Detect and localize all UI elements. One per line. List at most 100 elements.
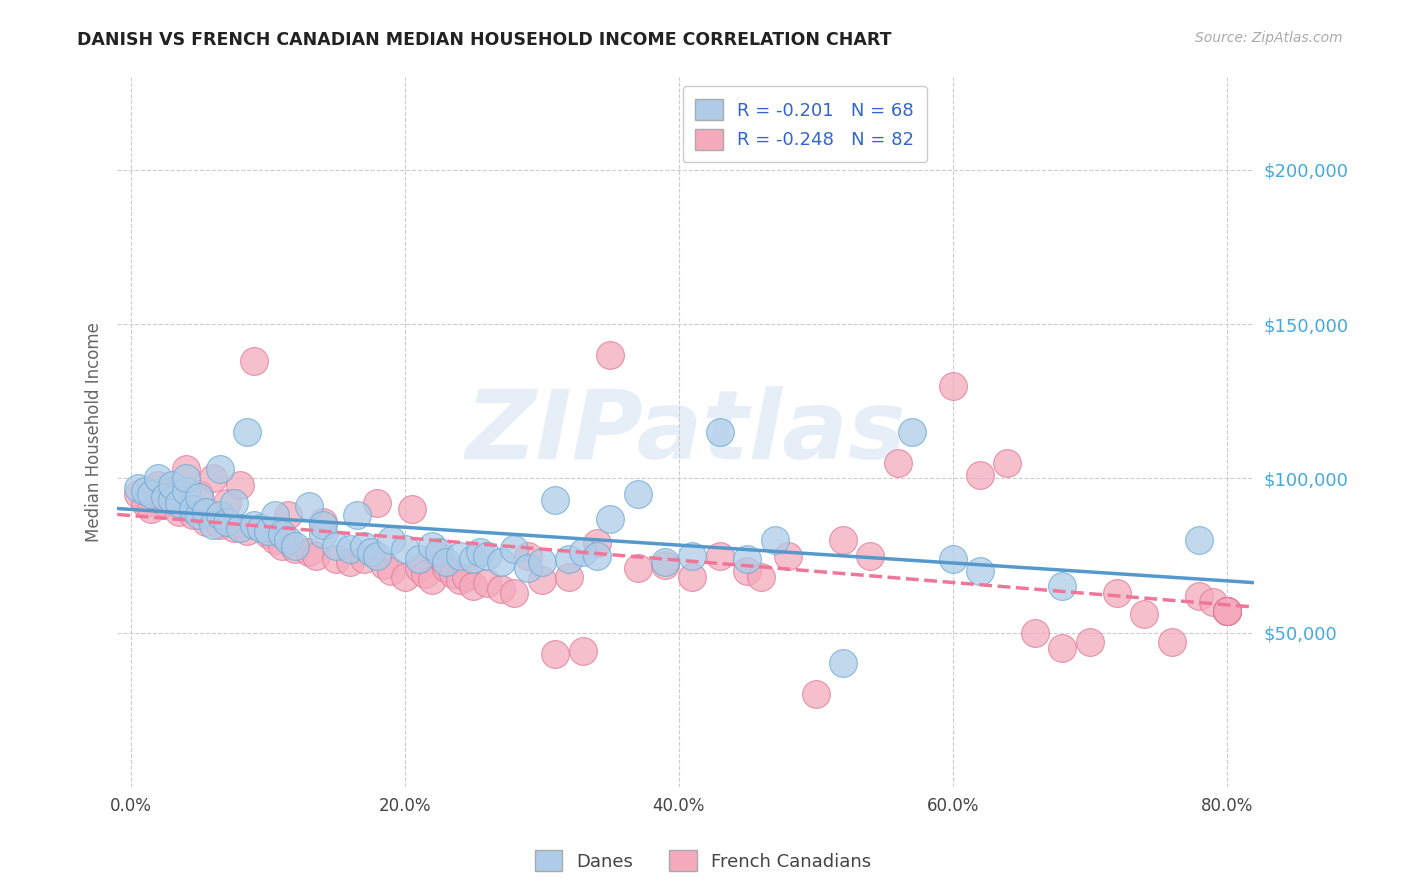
French Canadians — [277, 508, 299, 523]
French Canadians — [394, 570, 416, 584]
French Canadians — [181, 508, 204, 523]
French Canadians — [572, 644, 595, 658]
Danes — [311, 527, 333, 541]
French Canadians — [1133, 607, 1156, 621]
Danes — [208, 508, 231, 523]
Danes — [134, 483, 156, 498]
French Canadians — [263, 533, 285, 547]
French Canadians — [441, 567, 464, 582]
French Canadians — [236, 524, 259, 538]
Danes — [229, 521, 252, 535]
French Canadians — [305, 549, 328, 563]
French Canadians — [1215, 604, 1237, 618]
French Canadians — [243, 354, 266, 368]
French Canadians — [1215, 604, 1237, 618]
French Canadians — [380, 564, 402, 578]
French Canadians — [229, 477, 252, 491]
French Canadians — [174, 462, 197, 476]
Danes — [195, 505, 218, 519]
French Canadians — [887, 456, 910, 470]
Danes — [366, 549, 388, 563]
Danes — [709, 425, 731, 439]
Danes — [311, 517, 333, 532]
French Canadians — [585, 536, 607, 550]
French Canadians — [401, 502, 423, 516]
Text: DANISH VS FRENCH CANADIAN MEDIAN HOUSEHOLD INCOME CORRELATION CHART: DANISH VS FRENCH CANADIAN MEDIAN HOUSEHO… — [77, 31, 891, 49]
French Canadians — [325, 551, 347, 566]
French Canadians — [558, 570, 581, 584]
Danes — [215, 515, 238, 529]
French Canadians — [420, 573, 443, 587]
Danes — [475, 549, 498, 563]
Danes — [434, 555, 457, 569]
Danes — [270, 527, 292, 541]
Danes — [969, 564, 991, 578]
Danes — [427, 545, 450, 559]
Danes — [468, 545, 491, 559]
French Canadians — [778, 549, 800, 563]
French Canadians — [654, 558, 676, 572]
Danes — [250, 521, 273, 535]
Danes — [489, 555, 512, 569]
French Canadians — [373, 558, 395, 572]
French Canadians — [1215, 604, 1237, 618]
French Canadians — [427, 549, 450, 563]
Danes — [188, 508, 211, 523]
French Canadians — [408, 561, 430, 575]
French Canadians — [134, 496, 156, 510]
Danes — [160, 477, 183, 491]
French Canadians — [202, 471, 225, 485]
Danes — [530, 555, 553, 569]
Danes — [181, 502, 204, 516]
Danes — [408, 551, 430, 566]
French Canadians — [141, 502, 163, 516]
Danes — [558, 551, 581, 566]
Danes — [735, 551, 758, 566]
Danes — [236, 425, 259, 439]
Text: Source: ZipAtlas.com: Source: ZipAtlas.com — [1195, 31, 1343, 45]
French Canadians — [503, 585, 526, 599]
French Canadians — [215, 496, 238, 510]
French Canadians — [339, 555, 361, 569]
French Canadians — [160, 483, 183, 498]
French Canadians — [1188, 589, 1211, 603]
Danes — [627, 487, 650, 501]
French Canadians — [709, 549, 731, 563]
French Canadians — [969, 468, 991, 483]
Danes — [585, 549, 607, 563]
Danes — [449, 549, 471, 563]
Danes — [654, 555, 676, 569]
French Canadians — [188, 487, 211, 501]
French Canadians — [599, 348, 621, 362]
French Canadians — [415, 567, 437, 582]
Danes — [1050, 579, 1073, 593]
French Canadians — [167, 505, 190, 519]
French Canadians — [148, 477, 170, 491]
French Canadians — [544, 647, 567, 661]
French Canadians — [284, 542, 307, 557]
French Canadians — [298, 545, 321, 559]
Y-axis label: Median Household Income: Median Household Income — [86, 322, 103, 542]
Danes — [188, 490, 211, 504]
French Canadians — [153, 496, 176, 510]
Danes — [544, 493, 567, 508]
French Canadians — [353, 551, 375, 566]
Danes — [127, 481, 149, 495]
French Canadians — [1160, 635, 1182, 649]
Danes — [263, 508, 285, 523]
French Canadians — [804, 687, 827, 701]
Danes — [394, 542, 416, 557]
Danes — [174, 483, 197, 498]
French Canadians — [127, 487, 149, 501]
Danes — [167, 496, 190, 510]
Danes — [222, 496, 245, 510]
Danes — [298, 499, 321, 513]
Danes — [420, 539, 443, 553]
Danes — [763, 533, 786, 547]
French Canadians — [456, 570, 478, 584]
Danes — [380, 533, 402, 547]
Danes — [257, 524, 280, 538]
French Canadians — [434, 561, 457, 575]
French Canadians — [222, 521, 245, 535]
Danes — [153, 490, 176, 504]
